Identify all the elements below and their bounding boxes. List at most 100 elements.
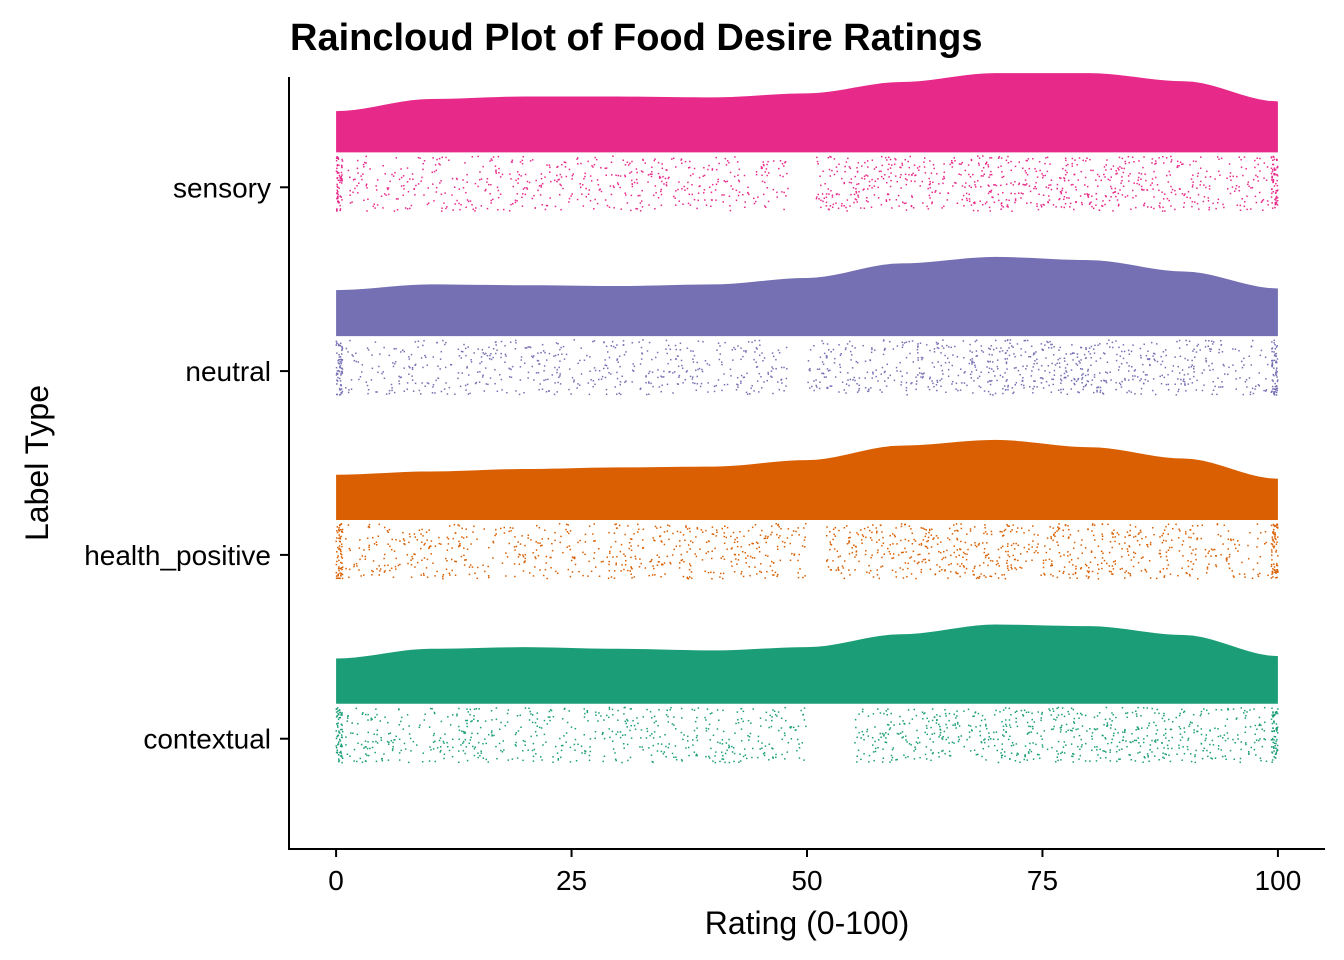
rain-point-neutral-392 (1086, 380, 1089, 382)
rain-point-neutral-172 (559, 348, 561, 351)
density-cloud-neutral (336, 256, 1278, 337)
rain-point-health_positive-907 (950, 554, 952, 557)
rain-point-health_positive-1149 (631, 567, 633, 570)
rain-point-neutral-878 (1036, 386, 1038, 388)
rain-point-neutral-892 (906, 394, 908, 396)
rain-point-neutral-1155 (509, 367, 511, 370)
rain-point-neutral-713 (382, 371, 384, 373)
rain-point-contextual-217 (1244, 717, 1247, 719)
rain-point-health_positive-1099 (987, 553, 990, 556)
rain-point-neutral-42 (337, 376, 339, 379)
rain-point-neutral-137 (1275, 388, 1278, 390)
rain-point-contextual-758 (1168, 739, 1170, 742)
rain-point-health_positive-1141 (1144, 569, 1147, 571)
rain-point-contextual-606 (1060, 729, 1062, 731)
rain-point-contextual-289 (625, 722, 627, 725)
rain-point-sensory-368 (934, 191, 936, 193)
rain-point-health_positive-313 (719, 576, 721, 578)
rain-point-neutral-340 (527, 377, 529, 379)
rain-point-neutral-1173 (648, 341, 651, 344)
rain-point-neutral-148 (679, 349, 682, 351)
rain-point-sensory-393 (1007, 206, 1009, 208)
rain-point-health_positive-208 (896, 543, 898, 545)
rain-point-health_positive-145 (1015, 542, 1017, 545)
rain-point-neutral-1313 (1011, 345, 1013, 347)
rain-point-health_positive-1000 (1092, 523, 1094, 525)
rain-point-contextual-309 (944, 709, 946, 711)
rain-point-health_positive-752 (348, 547, 351, 550)
rain-point-neutral-39 (335, 374, 338, 376)
rain-point-contextual-1115 (449, 724, 452, 726)
rain-point-neutral-158 (931, 362, 934, 364)
rain-point-contextual-251 (980, 741, 983, 744)
rain-point-neutral-1163 (920, 372, 923, 375)
rain-point-health_positive-375 (793, 554, 795, 556)
rain-point-contextual-254 (931, 752, 934, 755)
rain-point-neutral-1323 (450, 364, 453, 366)
rain-point-neutral-538 (1185, 390, 1187, 392)
rain-point-neutral-443 (947, 357, 949, 360)
rain-point-sensory-465 (714, 189, 717, 191)
rain-point-contextual-456 (880, 736, 882, 738)
rain-point-neutral-1285 (1128, 365, 1130, 367)
rain-point-health_positive-155 (418, 529, 421, 532)
rain-point-health_positive-601 (440, 543, 442, 545)
rain-point-contextual-1162 (466, 759, 469, 762)
rain-point-neutral-580 (771, 352, 774, 354)
rain-point-neutral-28 (339, 367, 341, 369)
rain-point-health_positive-849 (637, 531, 639, 533)
rain-point-neutral-1373 (619, 383, 621, 386)
rain-point-health_positive-281 (482, 564, 484, 566)
rain-point-sensory-560 (820, 184, 822, 187)
rain-point-sensory-278 (641, 206, 644, 208)
rain-point-neutral-1134 (885, 385, 888, 387)
rain-point-health_positive-13 (340, 572, 343, 575)
rain-point-neutral-732 (1031, 370, 1033, 372)
rain-point-neutral-113 (1275, 374, 1278, 377)
rain-point-neutral-66 (339, 356, 342, 358)
rain-point-contextual-1081 (941, 738, 944, 740)
rain-point-neutral-626 (394, 361, 397, 363)
rain-point-contextual-1374 (1063, 752, 1066, 754)
rain-point-health_positive-641 (861, 542, 863, 545)
rain-point-contextual-1321 (1065, 744, 1067, 747)
rain-point-contextual-611 (539, 756, 542, 758)
rain-point-health_positive-1388 (414, 553, 416, 556)
rain-point-contextual-943 (999, 711, 1001, 713)
rain-point-neutral-759 (968, 362, 971, 365)
rain-point-neutral-189 (729, 368, 732, 371)
rain-point-health_positive-1332 (1172, 527, 1174, 530)
rain-point-neutral-201 (988, 367, 991, 370)
rain-point-contextual-430 (1149, 749, 1151, 751)
rain-point-neutral-897 (443, 388, 446, 390)
rain-point-health_positive-1161 (421, 559, 423, 562)
rain-point-health_positive-140 (393, 550, 396, 552)
rain-point-neutral-770 (666, 383, 669, 386)
rain-point-health_positive-484 (407, 562, 409, 565)
rain-point-health_positive-1151 (609, 550, 611, 553)
rain-point-sensory-258 (889, 158, 892, 161)
rain-point-contextual-740 (958, 725, 961, 727)
rain-point-health_positive-35 (341, 562, 343, 564)
rain-point-neutral-1216 (669, 370, 671, 373)
rain-point-sensory-302 (619, 186, 621, 189)
rain-point-neutral-246 (856, 391, 859, 393)
rain-point-neutral-141 (1208, 340, 1210, 342)
rain-point-neutral-1404 (1140, 393, 1142, 395)
rain-point-health_positive-488 (1081, 539, 1083, 541)
rain-point-neutral-72 (1275, 372, 1278, 374)
rain-point-neutral-132 (1271, 385, 1274, 388)
rain-point-neutral-1431 (1264, 356, 1267, 359)
rain-point-neutral-45 (338, 363, 341, 365)
rain-point-health_positive-493 (748, 543, 751, 546)
rain-point-neutral-58 (339, 389, 341, 391)
rain-point-contextual-742 (462, 749, 465, 752)
rain-point-health_positive-167 (1063, 554, 1065, 556)
rain-point-contextual-1088 (375, 708, 377, 710)
rain-point-health_positive-925 (624, 564, 627, 566)
rain-point-sensory-463 (631, 185, 634, 188)
rain-point-sensory-360 (356, 159, 359, 162)
rain-point-health_positive-218 (1127, 550, 1129, 553)
rain-point-neutral-977 (1108, 339, 1110, 341)
rain-point-health_positive-853 (584, 533, 587, 536)
